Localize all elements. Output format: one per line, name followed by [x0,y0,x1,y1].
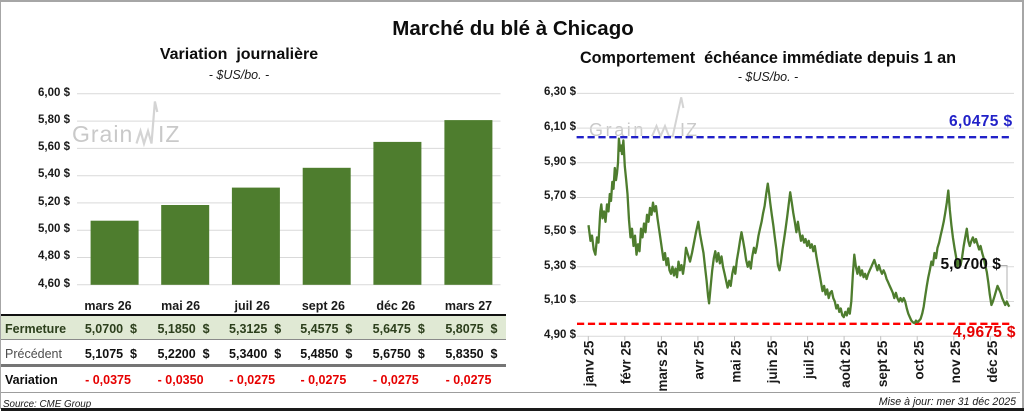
svg-text:mai 25: mai 25 [728,340,743,383]
svg-text:sept 25: sept 25 [875,340,890,387]
svg-text:août 25: août 25 [838,340,853,388]
svg-text:janv 25: janv 25 [582,340,597,387]
svg-text:juil 25: juil 25 [802,340,817,380]
svg-text:oct 25: oct 25 [912,340,927,380]
svg-text:juin 25: juin 25 [765,340,780,384]
svg-text:févr 25: févr 25 [618,340,633,384]
svg-text:avr 25: avr 25 [692,340,707,380]
svg-text:nov 25: nov 25 [948,340,963,383]
svg-text:mars 25: mars 25 [655,340,670,392]
svg-text:déc 25: déc 25 [985,340,1000,383]
